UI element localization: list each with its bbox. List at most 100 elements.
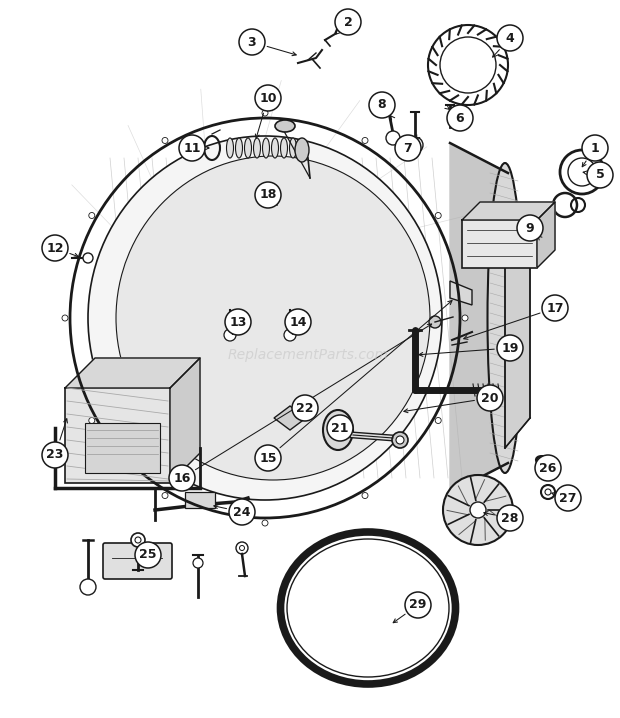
Circle shape bbox=[284, 329, 296, 341]
Circle shape bbox=[285, 309, 311, 335]
Polygon shape bbox=[170, 358, 200, 483]
Polygon shape bbox=[537, 202, 555, 268]
Circle shape bbox=[369, 92, 395, 118]
Polygon shape bbox=[505, 238, 530, 448]
Circle shape bbox=[327, 415, 353, 441]
Circle shape bbox=[362, 137, 368, 144]
Circle shape bbox=[179, 135, 205, 161]
Circle shape bbox=[497, 335, 523, 361]
Circle shape bbox=[541, 485, 555, 499]
Circle shape bbox=[42, 235, 68, 261]
Ellipse shape bbox=[254, 138, 260, 158]
Ellipse shape bbox=[244, 138, 252, 158]
Ellipse shape bbox=[290, 138, 296, 158]
Circle shape bbox=[435, 417, 441, 424]
Circle shape bbox=[62, 315, 68, 321]
Circle shape bbox=[42, 442, 68, 468]
Circle shape bbox=[262, 110, 268, 116]
Text: 6: 6 bbox=[456, 111, 464, 124]
Circle shape bbox=[224, 329, 236, 341]
FancyBboxPatch shape bbox=[103, 543, 172, 579]
Text: 18: 18 bbox=[259, 189, 277, 202]
Text: 11: 11 bbox=[184, 141, 201, 154]
Text: 29: 29 bbox=[409, 599, 427, 612]
Circle shape bbox=[396, 436, 404, 444]
Circle shape bbox=[229, 499, 255, 525]
Text: 20: 20 bbox=[481, 391, 498, 404]
Circle shape bbox=[262, 520, 268, 526]
Text: 16: 16 bbox=[174, 472, 191, 485]
Circle shape bbox=[392, 432, 408, 448]
Text: 2: 2 bbox=[343, 16, 352, 29]
Circle shape bbox=[292, 395, 318, 421]
FancyBboxPatch shape bbox=[185, 492, 215, 508]
Text: 10: 10 bbox=[259, 91, 277, 105]
Circle shape bbox=[83, 253, 93, 263]
Circle shape bbox=[131, 533, 145, 547]
Circle shape bbox=[162, 493, 168, 498]
Polygon shape bbox=[462, 202, 555, 220]
Circle shape bbox=[239, 546, 244, 551]
Text: 22: 22 bbox=[296, 401, 314, 414]
Text: 3: 3 bbox=[247, 35, 256, 49]
Ellipse shape bbox=[295, 138, 309, 162]
Circle shape bbox=[470, 502, 486, 518]
Circle shape bbox=[587, 162, 613, 188]
Text: 1: 1 bbox=[591, 141, 600, 154]
Ellipse shape bbox=[226, 138, 234, 158]
Circle shape bbox=[405, 592, 431, 618]
Polygon shape bbox=[450, 143, 508, 493]
Text: 9: 9 bbox=[526, 221, 534, 235]
Circle shape bbox=[497, 505, 523, 531]
Polygon shape bbox=[65, 358, 200, 388]
Circle shape bbox=[535, 455, 561, 481]
Circle shape bbox=[440, 37, 496, 93]
Circle shape bbox=[135, 542, 161, 568]
Circle shape bbox=[89, 417, 95, 424]
FancyBboxPatch shape bbox=[462, 220, 537, 268]
Text: 26: 26 bbox=[539, 462, 557, 475]
Circle shape bbox=[236, 542, 248, 554]
Text: 25: 25 bbox=[140, 549, 157, 561]
FancyBboxPatch shape bbox=[65, 388, 170, 483]
Text: 27: 27 bbox=[559, 492, 577, 505]
Circle shape bbox=[447, 105, 473, 131]
Text: 8: 8 bbox=[378, 98, 386, 111]
Text: 7: 7 bbox=[404, 141, 412, 154]
Ellipse shape bbox=[280, 138, 288, 158]
Circle shape bbox=[435, 213, 441, 218]
Text: 13: 13 bbox=[229, 315, 247, 329]
Circle shape bbox=[193, 558, 203, 568]
Ellipse shape bbox=[116, 156, 430, 480]
Circle shape bbox=[477, 385, 503, 411]
Circle shape bbox=[135, 537, 141, 543]
Circle shape bbox=[169, 465, 195, 491]
Circle shape bbox=[335, 9, 361, 35]
Text: 12: 12 bbox=[46, 241, 64, 254]
Circle shape bbox=[517, 215, 543, 241]
Text: 24: 24 bbox=[233, 505, 250, 518]
Circle shape bbox=[407, 137, 423, 153]
Circle shape bbox=[362, 493, 368, 498]
Text: 21: 21 bbox=[331, 421, 348, 434]
Circle shape bbox=[545, 489, 551, 495]
Circle shape bbox=[225, 309, 251, 335]
Ellipse shape bbox=[275, 120, 295, 132]
Circle shape bbox=[429, 316, 441, 328]
Text: 4: 4 bbox=[506, 32, 515, 45]
Circle shape bbox=[462, 315, 468, 321]
Circle shape bbox=[555, 485, 581, 511]
Text: 28: 28 bbox=[502, 511, 519, 525]
Text: 5: 5 bbox=[596, 169, 604, 182]
Circle shape bbox=[497, 25, 523, 51]
Circle shape bbox=[80, 579, 96, 595]
Text: 14: 14 bbox=[290, 315, 307, 329]
Ellipse shape bbox=[323, 410, 353, 450]
Circle shape bbox=[443, 475, 513, 545]
Circle shape bbox=[542, 295, 568, 321]
Circle shape bbox=[255, 85, 281, 111]
FancyBboxPatch shape bbox=[85, 423, 160, 473]
Ellipse shape bbox=[487, 163, 523, 473]
Ellipse shape bbox=[236, 138, 242, 158]
Circle shape bbox=[255, 182, 281, 208]
